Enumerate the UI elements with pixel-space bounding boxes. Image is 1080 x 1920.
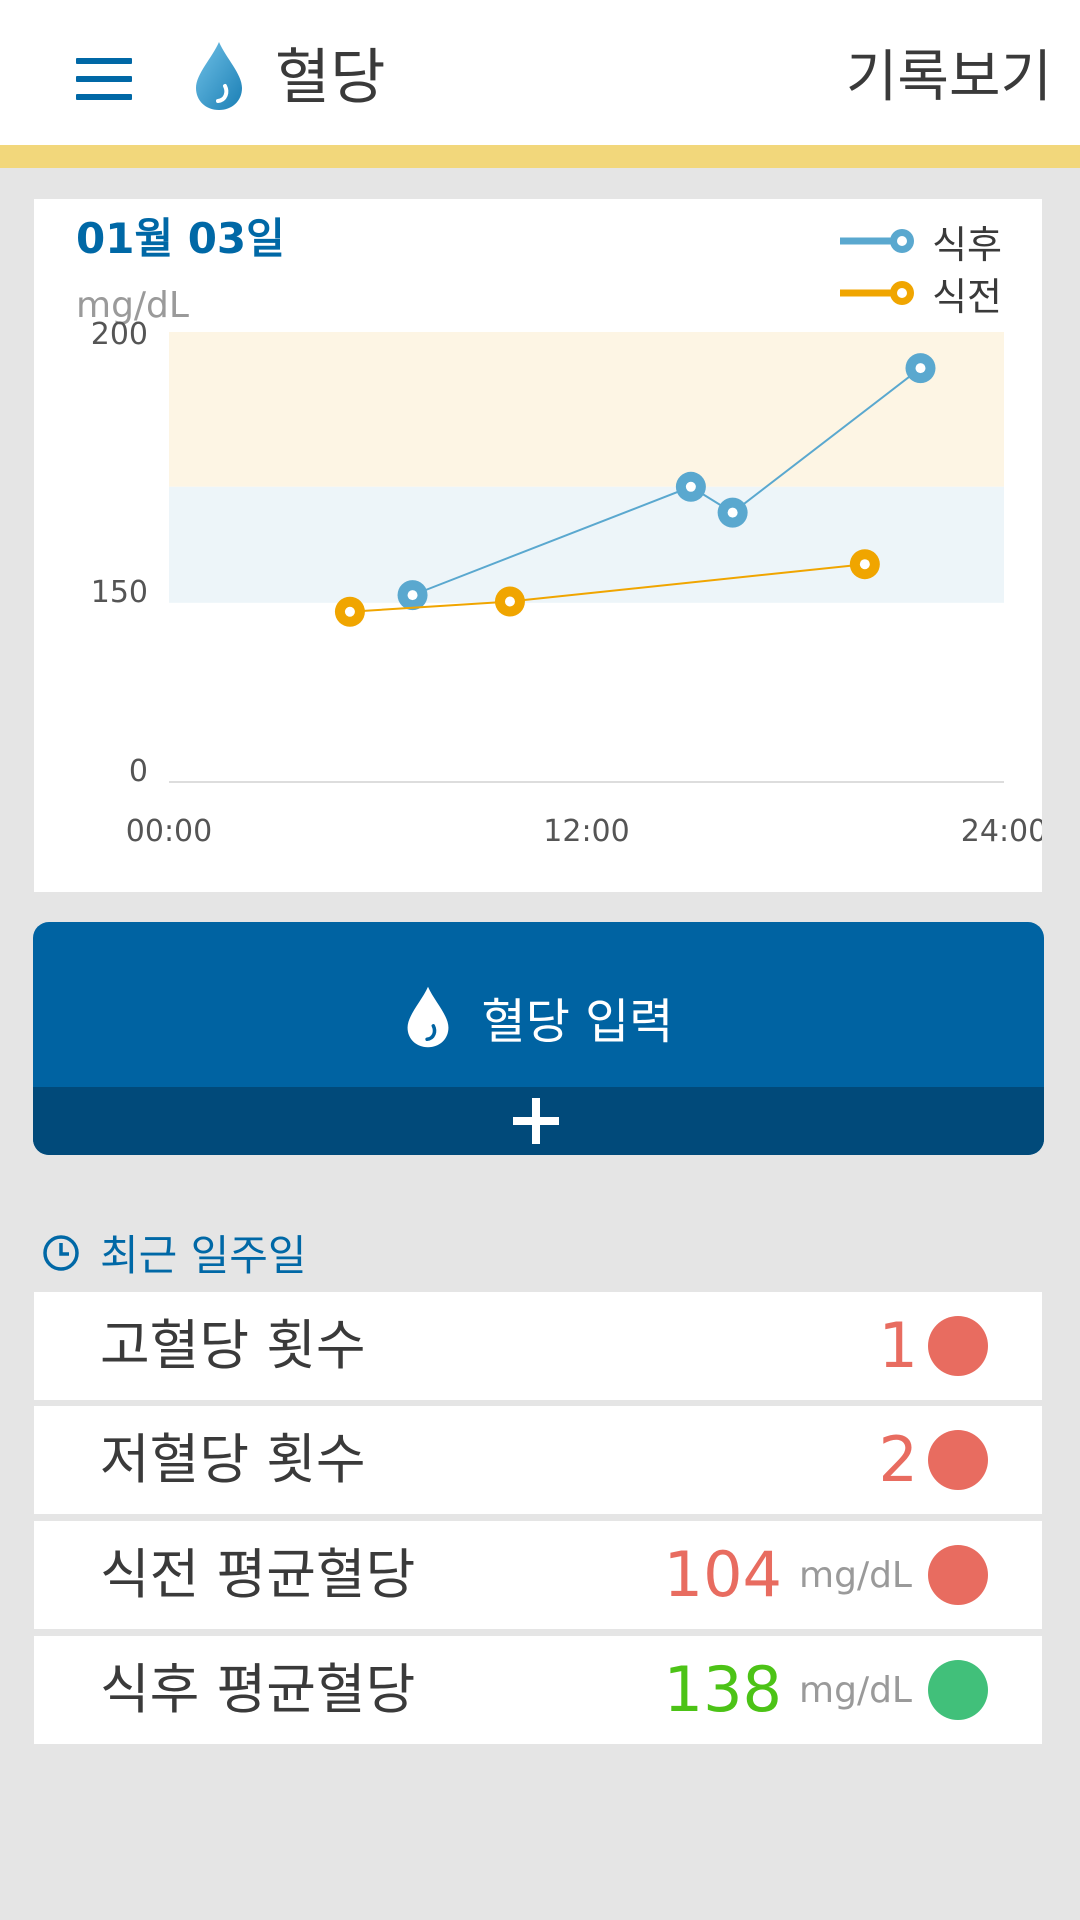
x-tick-label: 12:00: [543, 814, 629, 849]
y-tick-label: 200: [91, 317, 148, 352]
stat-label: 식전 평균혈당: [100, 1543, 416, 1606]
glucose-line-chart: 200 150 0 00:00 12:00 24:00: [91, 317, 1042, 849]
data-point-center: [685, 481, 696, 492]
stat-label: 고혈당 횟수: [100, 1314, 366, 1377]
stat-row-before-meal-average: 식전 평균혈당 104 mg/dL: [34, 1521, 1042, 1629]
stat-value: 104: [663, 1538, 782, 1611]
legend-label-after-meal: 식후: [932, 222, 1002, 267]
stat-unit: mg/dL: [799, 1670, 912, 1711]
legend-label-before-meal: 식전: [932, 274, 1002, 319]
glucose-chart-card: 01월 03일 mg/dL 200 150 0 00:00 12:00 24:00 식후 …: [34, 199, 1042, 892]
stat-value: 2: [878, 1423, 918, 1496]
glucose-input-label: 혈당 입력: [481, 994, 674, 1050]
stat-row-low-count: 저혈당 횟수 2: [34, 1406, 1042, 1514]
series-line-0: [412, 367, 922, 597]
data-point-center: [344, 606, 355, 617]
stat-label: 식후 평균혈당: [100, 1658, 416, 1721]
status-dot-good: [928, 1660, 988, 1720]
data-point-center: [504, 596, 515, 607]
water-drop-icon: [196, 42, 242, 110]
stat-value: 138: [663, 1653, 782, 1726]
legend-marker-after-meal: [840, 229, 915, 253]
stat-row-high-count: 고혈당 횟수 1: [34, 1292, 1042, 1400]
legend-item-before-meal: 식전: [840, 267, 1002, 319]
clock-icon: [43, 1234, 79, 1271]
history-button[interactable]: 기록보기: [845, 45, 1052, 110]
recent-week-header: 최근 일주일: [42, 1222, 307, 1283]
recent-week-title: 최근 일주일: [100, 1231, 307, 1280]
range-band-1: [169, 486, 1004, 603]
status-dot-alert: [928, 1316, 988, 1376]
accent-bar: [0, 145, 1080, 168]
data-point-center: [407, 590, 418, 601]
stat-value: 1: [878, 1309, 918, 1382]
stat-unit: mg/dL: [799, 1555, 912, 1596]
chart-y-unit: mg/dL: [76, 285, 189, 326]
legend-marker-before-meal: [840, 281, 915, 305]
data-point-center: [915, 363, 926, 374]
page-title: 혈당: [275, 43, 386, 113]
water-drop-icon: [407, 986, 448, 1048]
chart-legend: 식후 식전: [840, 215, 1002, 319]
glucose-input-button-content: 혈당 입력: [33, 982, 1044, 1052]
stat-row-after-meal-average: 식후 평균혈당 138 mg/dL: [34, 1636, 1042, 1744]
status-dot-alert: [928, 1545, 988, 1605]
stat-label: 저혈당 횟수: [100, 1428, 366, 1491]
hamburger-menu-icon[interactable]: [76, 58, 132, 100]
status-dot-alert: [928, 1430, 988, 1490]
x-tick-label: 00:00: [126, 814, 212, 849]
plus-icon[interactable]: [513, 1098, 559, 1144]
chart-date: 01월 03일: [76, 214, 285, 263]
app-header: 혈당 기록보기: [0, 0, 1080, 145]
x-tick-label: 24:00: [961, 814, 1042, 849]
data-point-center: [727, 507, 738, 518]
data-point-center: [859, 559, 870, 570]
y-tick-label: 150: [91, 575, 148, 610]
legend-item-after-meal: 식후: [840, 215, 1002, 267]
range-band-0: [169, 332, 1004, 487]
y-tick-label: 0: [129, 754, 148, 789]
